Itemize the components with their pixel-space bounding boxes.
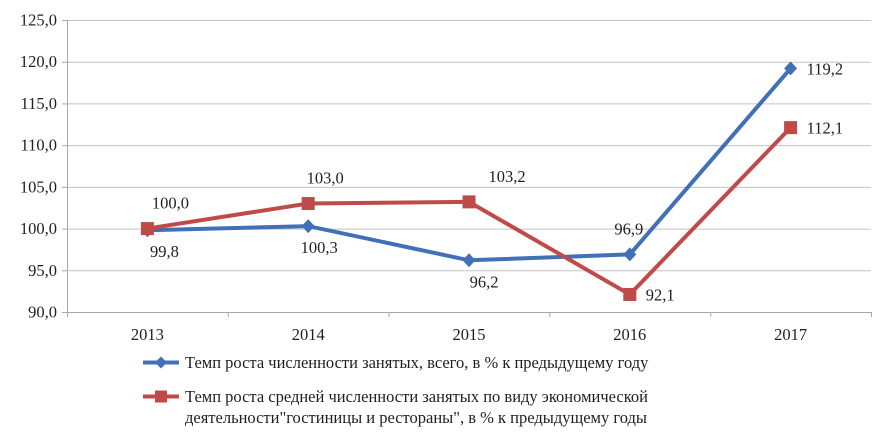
y-tick-label: 90,0 <box>28 303 57 322</box>
data-label: 96,2 <box>470 272 499 291</box>
data-point-marker <box>462 253 476 268</box>
axes <box>62 20 872 317</box>
series-line <box>147 126 793 297</box>
series-1: 100,0 103,0 103,2 92,1 112,1 <box>140 119 844 304</box>
legend-label-total-employment: Темп роста численности занятых, всего, в… <box>185 353 649 372</box>
gridlines <box>67 20 871 272</box>
legend-item-hotels-restaurants: Темп роста средней численности занятых п… <box>143 386 685 428</box>
x-tick-label: 2014 <box>292 325 325 344</box>
red-square-legend-marker <box>143 390 179 403</box>
data-label: 119,2 <box>807 59 844 78</box>
legend-item-total-employment: Темп роста численности занятых, всего, в… <box>143 352 685 373</box>
blue-diamond-legend-marker <box>143 356 179 369</box>
x-tick-label: 2016 <box>613 325 646 344</box>
chart-legend: Темп роста численности занятых, всего, в… <box>143 352 685 428</box>
data-label: 103,0 <box>307 169 344 188</box>
x-axis-labels: 2013 2014 2015 2016 2017 <box>131 325 807 344</box>
data-point-marker <box>784 61 798 76</box>
y-axis-labels: 125,0 120,0 115,0 110,0 105,0 100,0 95,0 90,0 <box>20 11 57 322</box>
data-point-marker <box>301 219 315 234</box>
data-label: 103,2 <box>488 167 525 186</box>
data-point-marker <box>784 121 798 135</box>
y-tick-label: 100,0 <box>20 219 57 238</box>
y-tick-label: 105,0 <box>20 177 57 196</box>
data-point-marker <box>623 247 637 262</box>
legend-label-hotels-restaurants: Темп роста средней численности занятых п… <box>185 387 648 427</box>
data-point-marker <box>623 287 637 301</box>
x-tick-label: 2015 <box>453 325 486 344</box>
data-label: 112,1 <box>807 119 844 138</box>
y-tick-label: 95,0 <box>28 261 57 280</box>
data-point-marker <box>140 222 154 236</box>
data-point-marker <box>462 195 476 209</box>
data-label: 99,8 <box>150 242 179 261</box>
data-point-marker <box>301 197 315 211</box>
series-line <box>147 67 793 263</box>
data-label: 96,9 <box>614 219 643 238</box>
data-label: 100,3 <box>301 238 338 257</box>
y-tick-label: 115,0 <box>20 94 57 113</box>
x-tick-label: 2017 <box>774 325 807 344</box>
y-tick-label: 110,0 <box>20 136 57 155</box>
x-tick-label: 2013 <box>131 325 164 344</box>
y-tick-label: 120,0 <box>20 52 57 71</box>
data-label: 92,1 <box>646 285 675 304</box>
data-label: 100,0 <box>152 194 189 213</box>
y-tick-label: 125,0 <box>20 11 57 30</box>
